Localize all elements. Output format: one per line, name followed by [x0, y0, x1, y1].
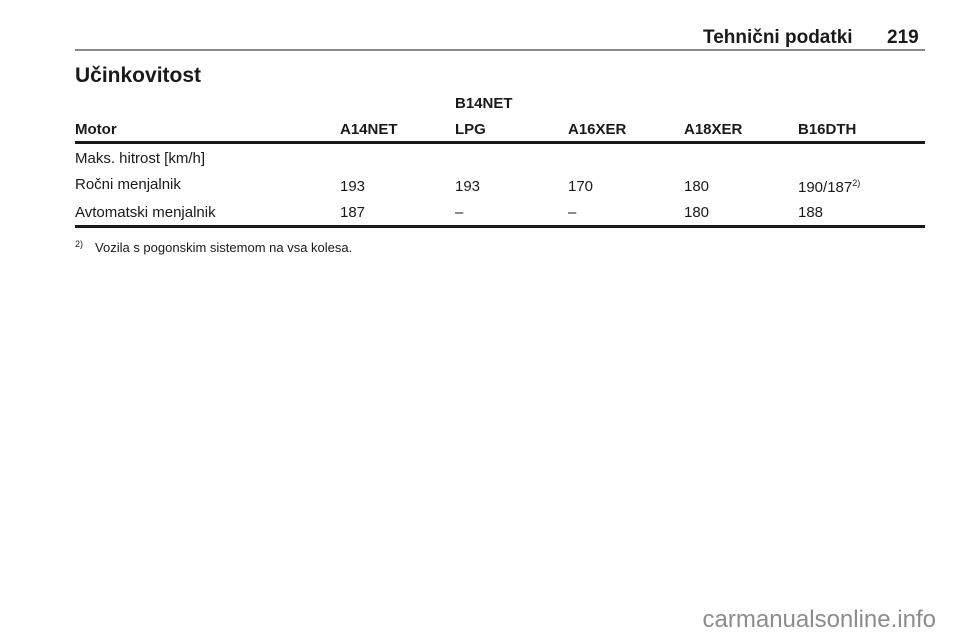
- column-header: A18XER: [684, 121, 743, 138]
- footnote-ref: 2): [852, 178, 861, 188]
- table-cell: 193: [340, 178, 366, 195]
- table-cell: –: [455, 204, 464, 221]
- cell-value: 190/187: [798, 179, 853, 196]
- column-header-line1: B14NET: [455, 95, 513, 112]
- table-cell: 180: [684, 204, 710, 221]
- table-cell: 188: [798, 204, 824, 221]
- footnote-text: Vozila s pogonskim sistemom na vsa koles…: [95, 240, 353, 255]
- table-cell: 187: [340, 204, 366, 221]
- page-number: 219: [887, 27, 919, 48]
- column-header: LPG: [455, 121, 486, 138]
- page-title: Učinkovitost: [75, 64, 202, 87]
- watermark: carmanualsonline.info: [702, 606, 936, 633]
- column-header: A14NET: [340, 121, 398, 138]
- column-header: Motor: [75, 121, 117, 138]
- footnote-mark: 2): [75, 239, 84, 249]
- table-cell: 193: [455, 178, 481, 195]
- table-cell: 180: [684, 178, 710, 195]
- row-label: Avtomatski menjalnik: [75, 204, 216, 221]
- table-cell: –: [568, 204, 577, 221]
- table-bottom-rule: [75, 225, 925, 228]
- column-header: B16DTH: [798, 121, 857, 138]
- footnote: 2) Vozila s pogonskim sistemom na vsa kol…: [75, 239, 352, 255]
- section-header: Tehnični podatki: [703, 27, 853, 48]
- header-divider: [75, 49, 925, 51]
- column-header: A16XER: [568, 121, 627, 138]
- row-label: Ročni menjalnik: [75, 176, 181, 193]
- section-label: Maks. hitrost [km/h]: [75, 150, 206, 167]
- table-cell: 170: [568, 178, 594, 195]
- table-cell: 190/1872): [798, 178, 860, 196]
- table-header-rule: [75, 141, 925, 144]
